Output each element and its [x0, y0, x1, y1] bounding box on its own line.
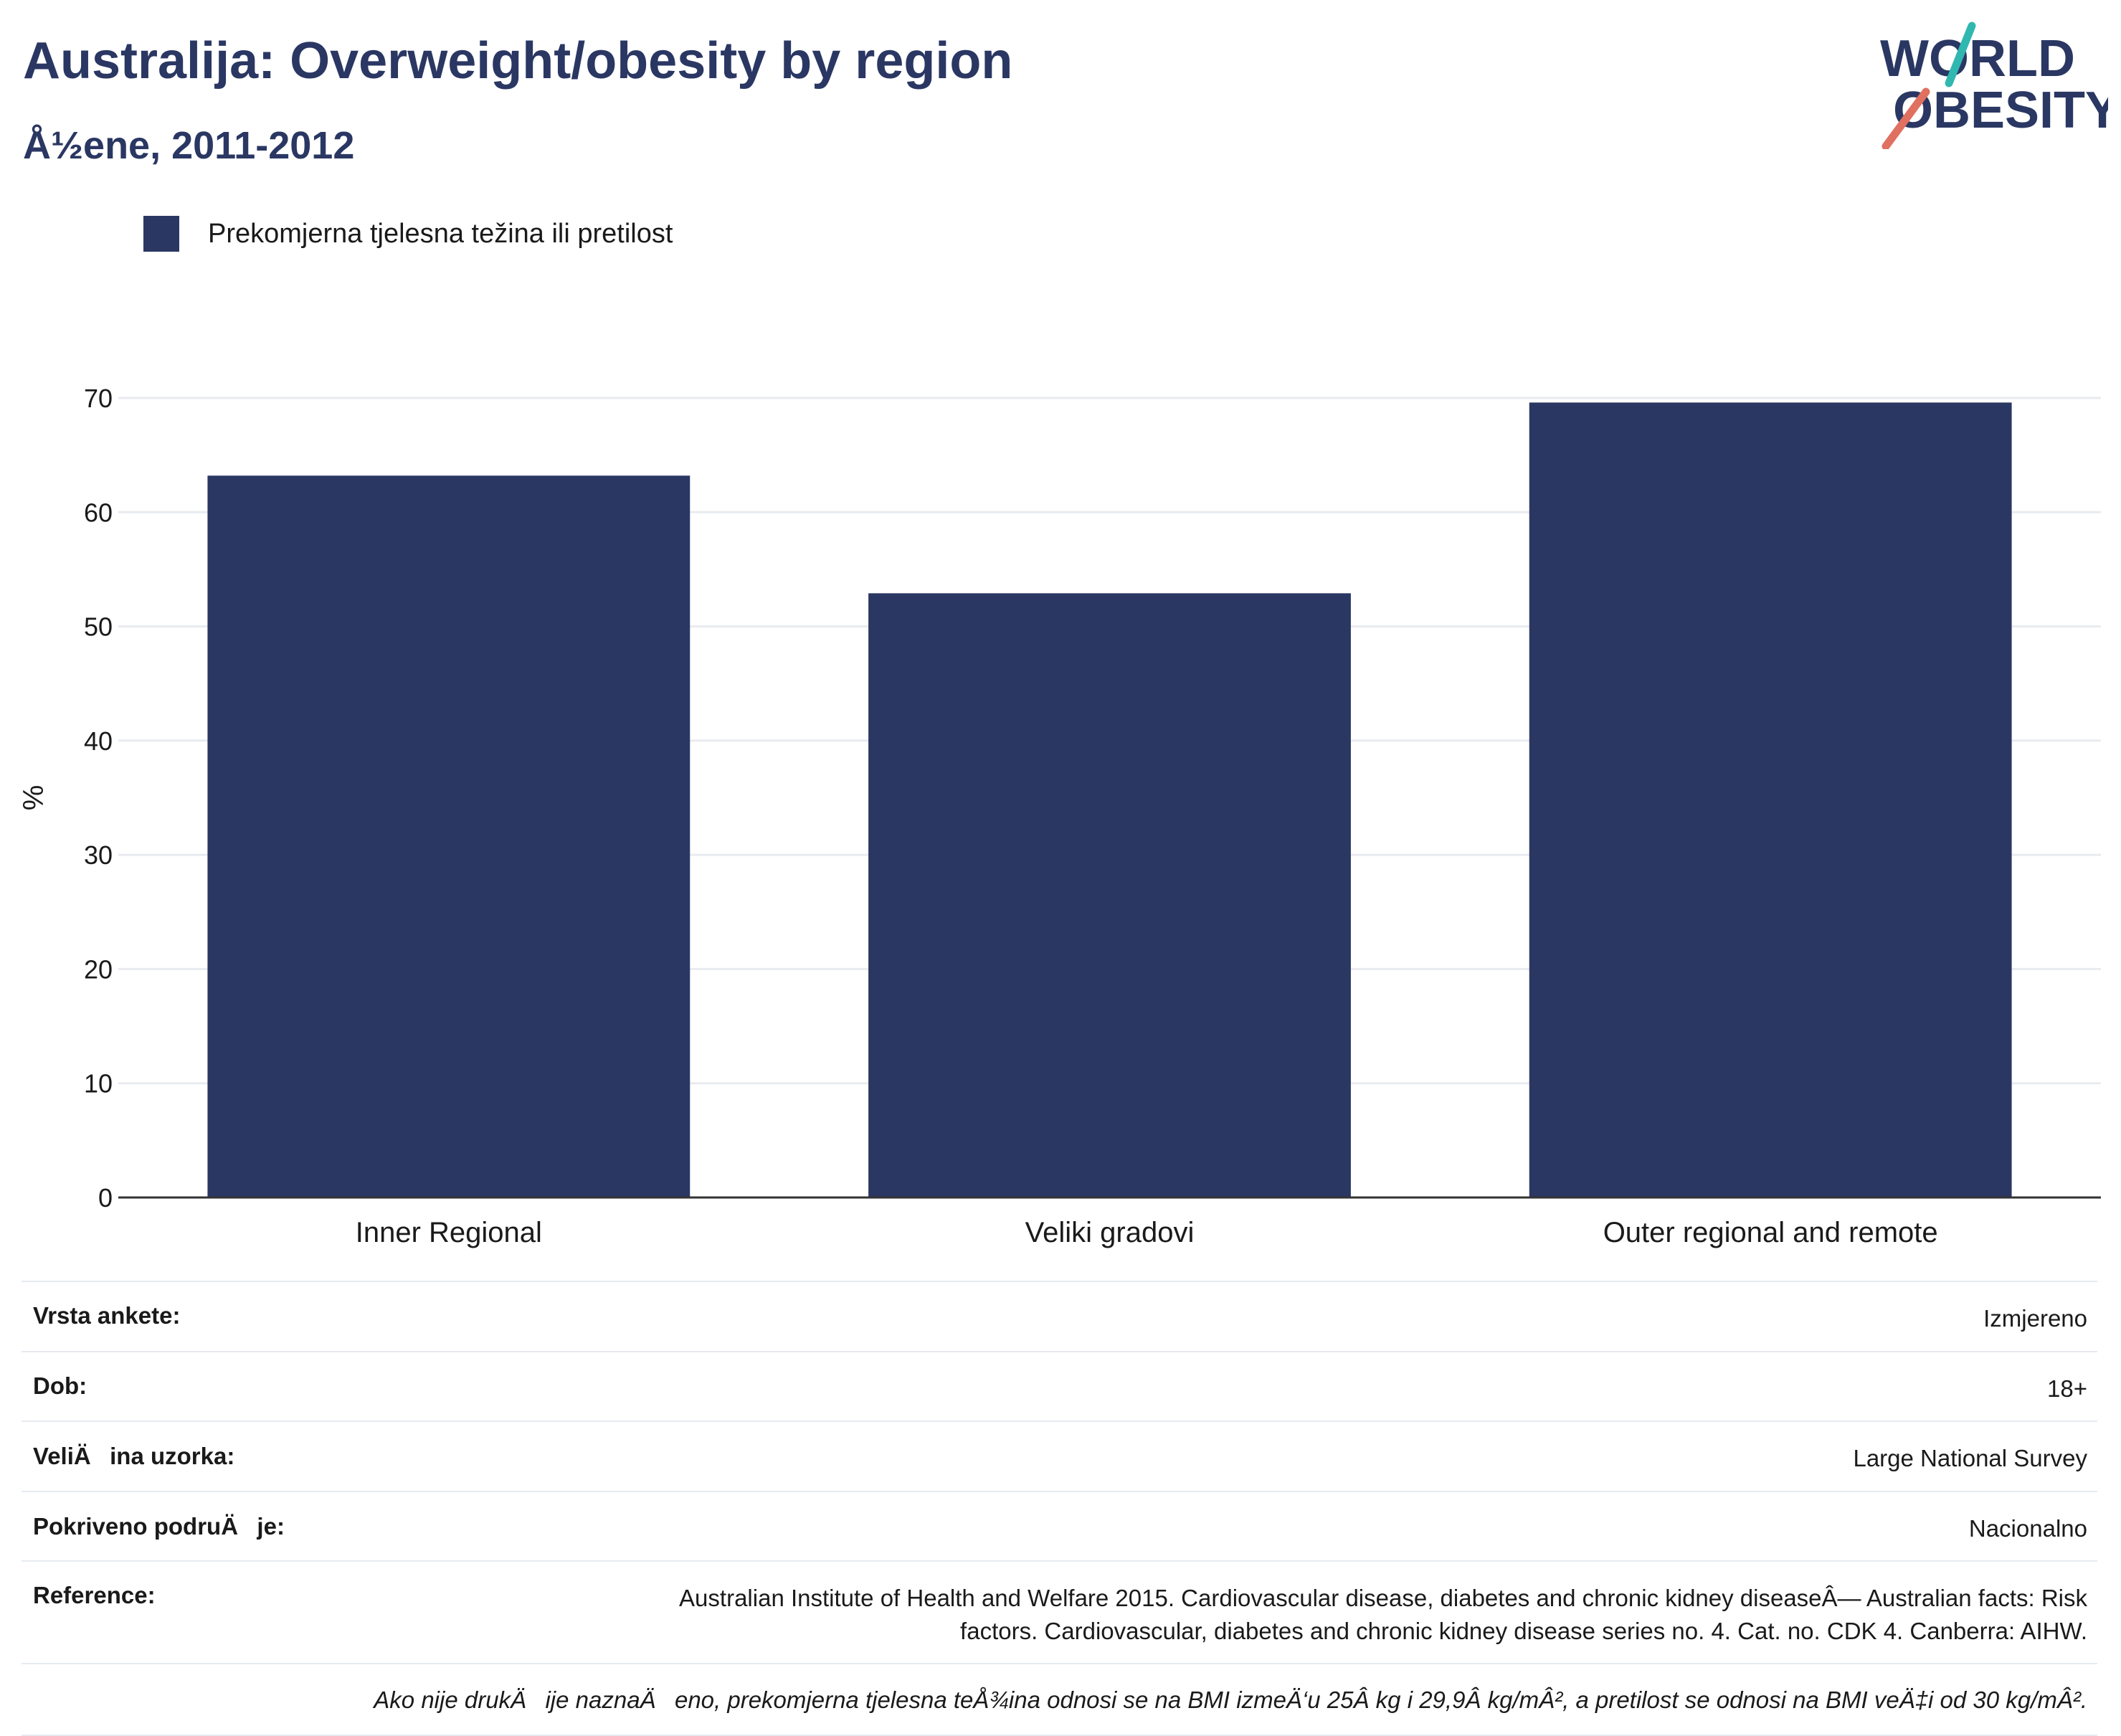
definition-note: Ako nije drukÄije naznaÄeno, prekomjer…: [22, 1663, 2097, 1736]
info-value: Large National Survey: [1853, 1445, 2087, 1472]
logo-text-world: WORLD: [1880, 30, 2075, 87]
y-tick-label: 60: [84, 498, 113, 527]
legend-label: Prekomjerna tjelesna težina ili pretilos…: [208, 218, 673, 249]
bar: [1529, 402, 2012, 1197]
info-value: Izmjereno: [1983, 1305, 2087, 1332]
info-value-reference: Australian Institute of Health and Welfa…: [679, 1582, 2087, 1647]
info-key: Reference:: [33, 1582, 156, 1609]
info-value: 18+: [2047, 1375, 2087, 1402]
legend-swatch: [143, 216, 179, 252]
y-tick-label: 50: [84, 612, 113, 642]
info-row-coverage: Pokriveno podruÄje: Nacionalno: [22, 1490, 2097, 1561]
info-row-age: Dob: 18+: [22, 1350, 2097, 1421]
survey-info-table: Vrsta ankete: Izmjereno Dob: 18+ VeliÄi…: [22, 1281, 2097, 1736]
x-tick-label: Outer regional and remote: [1603, 1217, 1938, 1248]
reference-line-2: factors. Cardiovascular, diabetes and ch…: [960, 1617, 2087, 1644]
logo-slash-coral: [1882, 87, 1930, 149]
y-tick-label: 40: [84, 726, 113, 756]
y-axis-label: %: [18, 785, 49, 811]
x-tick-label: Veliki gradovi: [1025, 1217, 1195, 1248]
bar-chart: 0 10 20 30 40 50 60 70 Inner Regional Veliki grad…: [18, 384, 2101, 1248]
y-tick-label: 20: [84, 954, 113, 984]
info-key: Dob:: [33, 1372, 87, 1399]
y-tick-label: 0: [98, 1183, 113, 1213]
world-obesity-logo: WORLD OBESITY: [1880, 22, 2108, 149]
bar: [868, 593, 1351, 1197]
info-key: VeliÄina uzorka:: [33, 1443, 235, 1470]
info-row-sample-size: VeliÄina uzorka: Large National Survey: [22, 1420, 2097, 1491]
info-key: Vrsta ankete:: [33, 1302, 181, 1329]
info-key: Pokriveno podruÄje:: [33, 1512, 285, 1540]
info-row-survey-type: Vrsta ankete: Izmjereno: [22, 1281, 2097, 1351]
chart-legend[interactable]: Prekomjerna tjelesna težina ili pretilos…: [143, 212, 673, 255]
reference-line-1: Australian Institute of Health and Welfa…: [679, 1585, 2087, 1612]
page-title: Australija: Overweight/obesity by region: [23, 32, 1013, 90]
y-tick-label: 10: [84, 1069, 113, 1099]
bar: [207, 475, 691, 1197]
info-row-reference: Reference: Australian Institute of Healt…: [22, 1560, 2097, 1663]
logo-slash-teal: [1945, 22, 1976, 87]
info-value: Nacionalno: [1968, 1514, 2087, 1542]
x-tick-label: Inner Regional: [356, 1217, 542, 1248]
page-subtitle: Å½ene, 2011-2012: [23, 124, 355, 167]
y-tick-label: 70: [84, 384, 113, 413]
y-tick-label: 30: [84, 840, 113, 870]
